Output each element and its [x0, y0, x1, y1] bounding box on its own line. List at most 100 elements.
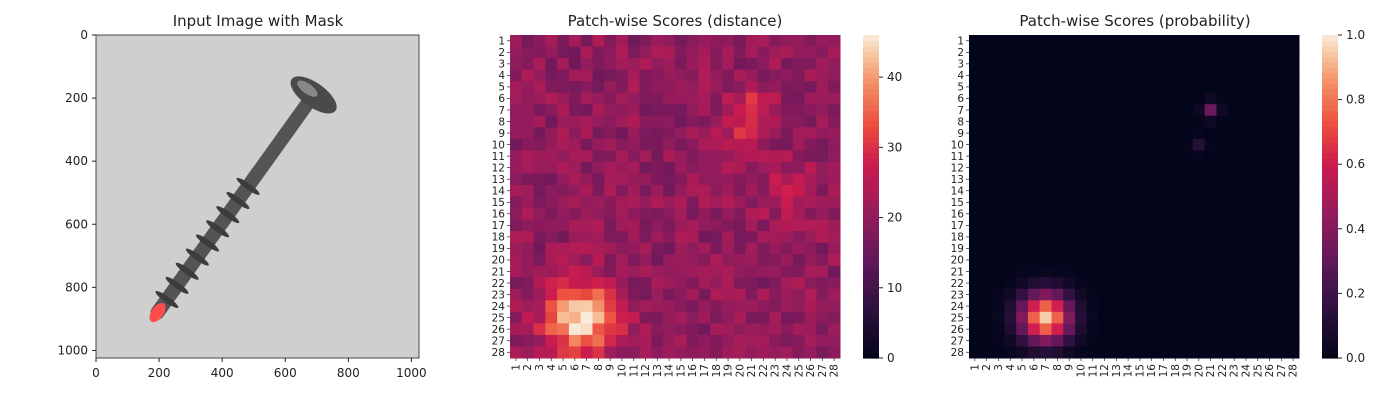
probability-heatmap-cell: [1039, 104, 1052, 117]
probability-heatmap-cell: [1157, 115, 1170, 128]
probability-heatmap-cell: [1110, 92, 1123, 105]
probability-heatmap-cell: [1134, 265, 1147, 278]
probability-heatmap-cell: [1063, 161, 1076, 174]
distance-heatmap-cell: [580, 300, 593, 313]
distance-heatmap-cell: [592, 127, 605, 140]
distance-heatmap-cell: [592, 115, 605, 128]
y-tick-label: 23: [492, 289, 505, 301]
distance-heatmap-cell: [616, 115, 629, 128]
distance-heatmap-cell: [545, 161, 558, 174]
distance-heatmap-cell: [722, 58, 735, 71]
probability-heatmap-cell: [1287, 92, 1300, 105]
x-tick-label: 4: [1005, 364, 1017, 371]
probability-heatmap-cell: [1016, 300, 1029, 313]
probability-heatmap-cell: [1098, 323, 1111, 336]
distance-heatmap-cell: [792, 311, 806, 324]
probability-heatmap-cell: [1275, 115, 1288, 128]
distance-heatmap-cell: [722, 138, 735, 151]
distance-heatmap-cell: [804, 334, 817, 347]
probability-heatmap-cell: [1004, 346, 1017, 359]
probability-heatmap-cell: [1098, 69, 1111, 82]
probability-heatmap-cell: [1275, 219, 1288, 232]
x-tick-label: 13: [1111, 364, 1123, 377]
distance-heatmap-cell: [627, 161, 641, 174]
distance-heatmap-cell: [733, 288, 747, 301]
probability-heatmap-cell: [1216, 184, 1229, 197]
probability-heatmap-cell: [1145, 46, 1159, 59]
distance-heatmap-colorbar-segment: [863, 185, 879, 192]
probability-heatmap-cell: [1263, 323, 1276, 336]
distance-heatmap-cell: [745, 46, 758, 59]
probability-heatmap-cell: [1228, 138, 1241, 151]
probability-heatmap-cell: [1039, 242, 1052, 255]
probability-heatmap-cell: [1016, 277, 1029, 290]
probability-heatmap-cell: [1098, 184, 1111, 197]
distance-heatmap-cell: [651, 46, 664, 59]
probability-heatmap-cell: [1051, 81, 1064, 94]
distance-heatmap-cell: [616, 231, 629, 244]
distance-heatmap-cell: [733, 150, 747, 163]
y-tick-label: 3: [498, 59, 505, 71]
probability-heatmap-cell: [1098, 311, 1111, 324]
probability-heatmap-cell: [992, 300, 1005, 313]
distance-heatmap-cell: [733, 334, 747, 347]
x-tick-label: 2: [522, 364, 534, 371]
probability-heatmap-cell: [1240, 334, 1253, 347]
distance-heatmap-cell: [521, 334, 535, 347]
probability-heatmap-cell: [1228, 311, 1241, 324]
probability-heatmap-cell: [1145, 58, 1159, 71]
distance-heatmap-cell: [828, 81, 841, 94]
distance-heatmap-cell: [604, 242, 617, 255]
probability-heatmap-cell: [1169, 254, 1182, 267]
distance-heatmap-cell: [568, 346, 582, 359]
probability-heatmap-colorbar-segment: [1322, 212, 1338, 219]
distance-heatmap-cell: [804, 277, 817, 290]
distance-heatmap-cell: [663, 277, 676, 290]
probability-heatmap-cell: [1110, 265, 1123, 278]
probability-heatmap-cell: [1216, 196, 1229, 209]
probability-heatmap-cell: [1110, 81, 1123, 94]
probability-heatmap-cell: [1075, 35, 1088, 48]
distance-heatmap-colorbar-segment: [863, 45, 879, 52]
probability-heatmap-cell: [1134, 92, 1147, 105]
probability-heatmap-cell: [980, 265, 994, 278]
distance-heatmap-cell: [804, 300, 817, 313]
distance-heatmap-cell: [568, 219, 582, 232]
probability-heatmap-cell: [969, 208, 982, 221]
probability-heatmap-cell: [1027, 311, 1041, 324]
probability-heatmap-cell: [1063, 288, 1076, 301]
probability-heatmap-cell: [1063, 115, 1076, 128]
probability-heatmap-cell: [1086, 196, 1100, 209]
probability-heatmap-cell: [1110, 196, 1123, 209]
probability-heatmap-cell: [1240, 173, 1253, 186]
y-tick-label: 10: [951, 139, 964, 151]
probability-heatmap-cell: [1145, 311, 1159, 324]
probability-heatmap-colorbar-segment: [1322, 207, 1338, 214]
distance-heatmap-cell: [745, 219, 758, 232]
distance-heatmap-cell: [639, 334, 652, 347]
distance-heatmap-cell: [757, 323, 770, 336]
distance-heatmap-cell: [568, 81, 582, 94]
probability-heatmap-cell: [980, 150, 994, 163]
probability-heatmap-cell: [1145, 69, 1159, 82]
probability-heatmap-cell: [1110, 173, 1123, 186]
probability-heatmap-cell: [1110, 208, 1123, 221]
distance-heatmap-cell: [510, 35, 523, 48]
probability-heatmap-cell: [1263, 69, 1276, 82]
distance-heatmap-cell: [568, 115, 582, 128]
probability-heatmap-cell: [1039, 208, 1052, 221]
distance-heatmap-cell: [651, 208, 664, 221]
probability-heatmap-cell: [1157, 277, 1170, 290]
distance-heatmap-cell: [710, 300, 723, 313]
distance-heatmap-colorbar-segment: [863, 288, 879, 294]
distance-heatmap-cell: [816, 92, 829, 105]
distance-heatmap-cell: [557, 104, 570, 117]
distance-heatmap-cell: [557, 219, 570, 232]
probability-heatmap-cell: [1086, 346, 1100, 359]
distance-heatmap-cell: [722, 277, 735, 290]
distance-heatmap-cell: [580, 104, 593, 117]
probability-heatmap-cell: [1228, 288, 1241, 301]
distance-heatmap-cell: [733, 58, 747, 71]
distance-heatmap-cell: [627, 219, 641, 232]
